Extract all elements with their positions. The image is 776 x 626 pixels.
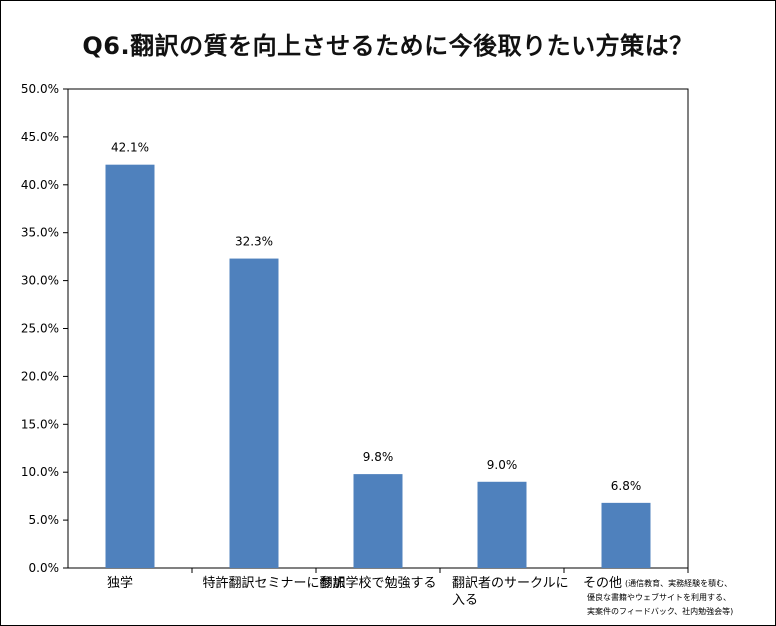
data-label: 9.0% [487,458,518,472]
x-category-label: 翻訳学校で勉強する [319,575,436,591]
bar [601,502,651,568]
x-category-text: 翻訳学校で勉強する [319,575,436,591]
y-tick-label: 40.0% [21,178,59,192]
bar [229,258,279,568]
y-tick-label: 35.0% [21,226,59,240]
bar [105,164,155,568]
data-label: 6.8% [611,479,642,493]
y-tick-label: 25.0% [21,322,59,336]
y-tick-label: 15.0% [21,417,59,431]
x-category-label: 独学 [107,575,133,591]
y-tick-label: 30.0% [21,274,59,288]
bar [477,481,527,568]
y-tick-label: 45.0% [21,130,59,144]
x-category-text: 入る [452,593,478,608]
data-label: 32.3% [235,235,273,249]
x-category-text: その他 [583,576,622,591]
y-tick-label: 20.0% [21,369,59,383]
data-label: 42.1% [111,141,149,155]
x-category-note: (通信教育、実務経験を積む、 [625,578,732,588]
x-category-note: 優良な書籍やウェブサイトを利用する、 [587,592,731,602]
data-label: 9.8% [363,450,394,464]
x-category-label: その他 (通信教育、実務経験を積む、優良な書籍やウェブサイトを利用する、実案件のフ… [583,576,733,616]
x-category-note: 実案件のフィードバック、社内勉強会等) [587,606,733,616]
bar [353,474,403,568]
y-tick-label: 10.0% [21,465,59,479]
x-category-text: 特許翻訳セミナーに参加 [202,575,345,591]
y-tick-label: 0.0% [29,561,60,575]
x-category-label: 特許翻訳セミナーに参加 [202,575,345,591]
x-category-text: 独学 [107,575,133,591]
x-category-text: 翻訳者のサークルに [452,576,569,591]
chart-title: Q6.翻訳の質を向上させるために今後取りたい方策は？ [82,32,694,60]
y-tick-label: 5.0% [29,513,60,527]
y-tick-label: 50.0% [21,82,59,96]
